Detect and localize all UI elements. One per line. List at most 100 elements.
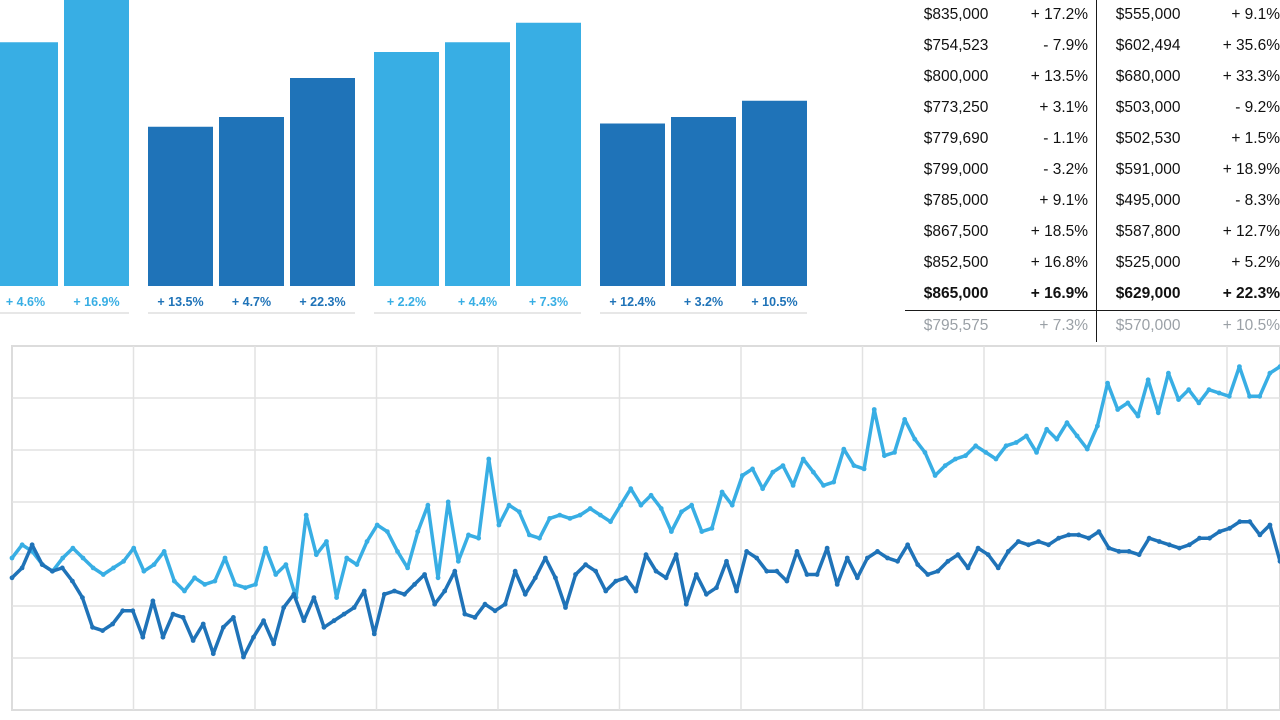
change-cell: + 12.7% [1222,223,1280,241]
series-1-point-99 [1005,549,1011,554]
series-1-point-103 [1046,542,1051,548]
series-1-point-18 [190,638,196,643]
series-1-point-71 [724,558,729,564]
series-1-point-41 [422,572,428,577]
series-0-point-86 [881,453,887,459]
bar-group-2-bar-2 [516,22,581,286]
series-0-point-31 [324,539,329,544]
series-1-point-117 [1187,542,1192,548]
series-0-point-9 [100,572,106,577]
bar-group-1-bar-2 [290,78,355,286]
series-1-point-39 [402,591,407,597]
series-1-point-60 [613,578,619,584]
series-0-point-36 [374,522,380,528]
series-1-point-40 [412,582,417,587]
series-0-point-95 [973,443,979,449]
price-cell: $835,000 [923,6,989,24]
series-0-point-57 [587,506,593,511]
series-0-point-93 [952,456,958,462]
bar-label-2-1: + 4.4% [458,295,497,309]
bar-label-3-2: + 10.5% [751,295,797,309]
series-1-point-111 [1126,549,1132,554]
series-0-point-33 [344,555,350,561]
price-cell: $785,000 [923,192,989,210]
table-row: $867,500 + 18.5% $587,800 + 12.7% [905,216,1280,248]
series-1-point-28 [291,591,297,597]
series-0-point-41 [425,502,431,508]
series-0-point-83 [851,463,857,468]
bar-group-3-bar-2 [742,100,807,286]
series-line-1 [10,519,1280,659]
series-1-point-116 [1176,545,1182,551]
series-1-point-56 [573,572,578,577]
series-0-point-17 [182,588,187,594]
series-1-point-20 [210,651,216,657]
series-1-point-12 [130,608,136,614]
series-0-point-40 [415,529,421,534]
bar-group-0-bar-0 [0,42,58,286]
series-0-point-102 [1044,426,1050,432]
series-1-point-84 [854,575,860,581]
change-cell: + 1.5% [1231,130,1280,148]
series-0-point-15 [161,549,167,554]
series-1-point-51 [522,591,528,597]
series-0-point-18 [192,575,197,581]
series-0-point-104 [1064,420,1070,426]
change-cell: + 10.5% [1184,309,1280,342]
series-1-point-36 [371,631,377,637]
table-row: $795,575 + 7.3% $570,000 + 10.5% [905,309,1280,342]
series-1-point-50 [512,568,518,574]
series-0-point-53 [547,516,553,521]
series-0-point-91 [932,473,938,478]
series-0-point-108 [1105,380,1110,386]
change-cell: + 16.8% [992,247,1098,279]
series-0-point-14 [151,562,157,567]
price-cell: $680,000 [1115,68,1181,86]
series-1-point-121 [1227,525,1233,531]
change-cell: + 7.3% [992,309,1098,342]
series-1-point-6 [69,578,75,584]
bar-label-1-2: + 22.3% [299,295,345,309]
series-1-point-23 [241,654,246,660]
price-cell: $602,494 [1115,37,1181,55]
series-1-point-104 [1056,535,1062,541]
bar-group-1-bar-1 [219,117,284,286]
series-0-point-79 [810,469,816,475]
change-cell: - 9.2% [1235,99,1280,117]
table-row: $865,000 + 16.9% $629,000 + 22.3% [905,278,1280,311]
series-1-point-53 [542,555,548,561]
series-0-point-111 [1135,413,1141,419]
series-0-point-42 [435,575,441,581]
series-0-point-89 [912,436,918,442]
bar-label-1-1: + 4.7% [232,295,271,309]
series-0-point-123 [1257,393,1263,399]
change-cell: + 17.2% [992,0,1098,31]
series-0-point-117 [1196,400,1202,406]
series-1-point-8 [90,624,95,630]
series-0-point-66 [679,509,684,515]
series-1-point-110 [1116,549,1122,554]
change-cell: + 3.1% [992,92,1098,124]
series-0-point-55 [567,516,573,521]
table-row: $779,690- 1.1% $502,530 + 1.5% [905,123,1280,155]
series-1-point-122 [1237,519,1243,525]
series-0-point-109 [1115,407,1121,412]
series-line-0 [10,364,1280,600]
series-1-point-76 [774,568,780,574]
series-0-point-30 [313,552,319,558]
series-0-point-38 [395,549,400,554]
series-1-point-66 [673,552,679,558]
series-1-point-14 [150,598,156,604]
series-1-point-19 [200,621,206,627]
series-1-point-86 [875,549,880,554]
series-0-point-75 [770,469,776,475]
price-cell: $555,000 [1115,6,1181,24]
series-0-point-112 [1145,377,1151,383]
series-0-point-24 [253,582,258,587]
series-0-point-121 [1237,364,1242,369]
series-1-point-125 [1267,522,1273,528]
series-0-point-124 [1267,370,1273,376]
series-1-point-9 [100,628,105,633]
series-1-point-113 [1146,535,1152,541]
series-1-point-27 [281,605,287,610]
